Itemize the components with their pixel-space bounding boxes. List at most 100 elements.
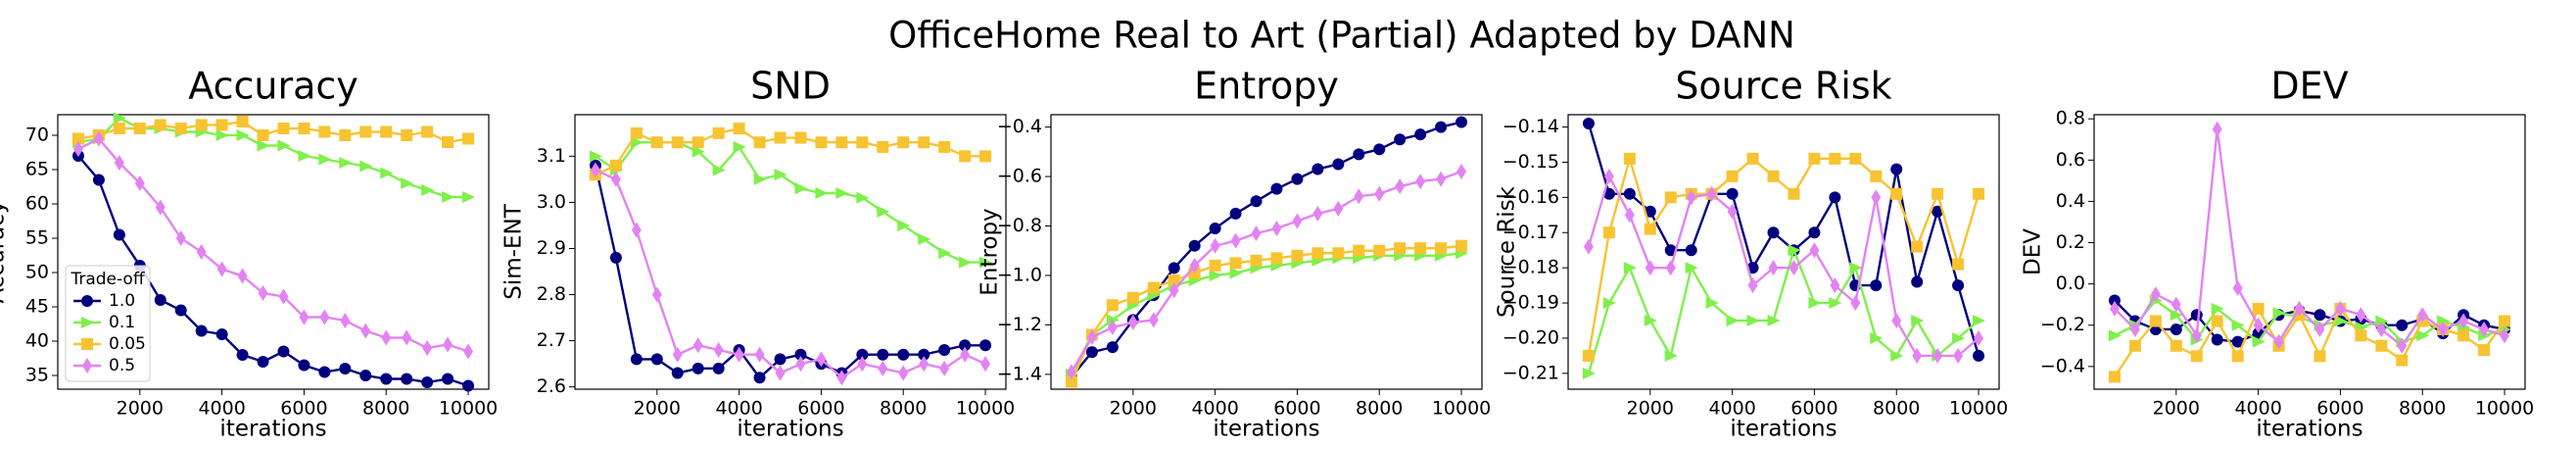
- marker: [1912, 347, 1923, 364]
- marker: [1455, 239, 1468, 252]
- marker: [1870, 279, 1883, 292]
- marker: [1644, 315, 1657, 326]
- marker: [1582, 117, 1595, 129]
- marker: [1435, 242, 1448, 255]
- y-tick-label: −0.6: [997, 166, 1042, 187]
- marker: [401, 177, 414, 189]
- marker: [1169, 282, 1179, 299]
- marker: [712, 126, 725, 139]
- chart-title: SND: [750, 65, 831, 108]
- marker: [2231, 335, 2244, 348]
- marker: [774, 131, 787, 144]
- marker: [1830, 277, 1840, 294]
- legend-label: 0.05: [109, 334, 146, 354]
- legend-label: 1.0: [109, 291, 135, 311]
- marker: [979, 256, 993, 269]
- marker: [1250, 195, 1263, 208]
- marker: [754, 346, 765, 363]
- x-tick-label: 4000: [2234, 398, 2281, 420]
- marker: [1209, 259, 1221, 272]
- marker: [1870, 170, 1883, 182]
- marker: [340, 313, 351, 328]
- marker: [401, 373, 413, 385]
- y-tick-label: −0.2: [2040, 314, 2085, 335]
- marker: [1911, 315, 1925, 326]
- marker: [2314, 309, 2326, 322]
- marker: [299, 309, 310, 325]
- plot-area: [574, 114, 1007, 390]
- series: [2109, 121, 2510, 354]
- marker: [443, 336, 453, 353]
- line: [2114, 128, 2505, 348]
- y-tick-label: 55: [25, 227, 49, 249]
- marker: [2294, 300, 2305, 317]
- marker: [835, 187, 849, 199]
- marker: [1436, 171, 1447, 187]
- x-tick-label: 10000: [1949, 398, 2008, 420]
- marker: [380, 125, 393, 138]
- marker: [918, 348, 930, 361]
- y-tick-label: 70: [25, 125, 49, 146]
- marker: [1686, 189, 1696, 206]
- marker: [2478, 344, 2491, 356]
- marker: [897, 136, 910, 149]
- marker: [1414, 128, 1427, 141]
- marker: [1291, 173, 1304, 185]
- marker: [1829, 152, 1841, 165]
- marker: [1767, 315, 1781, 326]
- marker: [113, 228, 125, 241]
- marker: [980, 356, 991, 373]
- marker: [2334, 315, 2348, 327]
- marker: [1583, 238, 1594, 255]
- marker: [794, 182, 808, 195]
- marker: [1624, 207, 1635, 224]
- marker: [2108, 329, 2122, 342]
- y-tick-label: −0.20: [1503, 326, 1559, 348]
- marker: [1849, 262, 1863, 274]
- x-tick-label: 4000: [198, 398, 245, 420]
- marker: [215, 119, 228, 131]
- marker: [815, 136, 828, 149]
- x-tick-label: 8000: [880, 398, 927, 420]
- marker: [897, 219, 911, 231]
- marker: [2314, 350, 2326, 363]
- series: [1582, 117, 1985, 362]
- x-tick-label: 8000: [362, 398, 409, 420]
- marker: [1952, 331, 1966, 344]
- y-tick-label: 3.0: [537, 191, 566, 213]
- marker: [938, 344, 951, 356]
- y-tick-label: 0.2: [2056, 231, 2085, 253]
- marker: [610, 171, 621, 187]
- y-tick-label: −0.14: [1503, 116, 1559, 137]
- marker: [318, 366, 331, 378]
- marker: [938, 140, 951, 153]
- marker: [1168, 274, 1180, 287]
- marker: [442, 136, 454, 148]
- marker: [277, 123, 290, 134]
- x-tick-label: 2000: [117, 398, 164, 420]
- figure-title: OfficeHome Real to Art (Partial) Adapted…: [888, 15, 1795, 57]
- marker: [401, 129, 413, 141]
- marker: [2170, 339, 2182, 352]
- marker: [1602, 226, 1615, 239]
- marker: [1065, 375, 1077, 388]
- marker: [1664, 244, 1677, 257]
- marker: [1727, 203, 1738, 220]
- y-tick-label: −0.8: [997, 215, 1042, 236]
- marker: [918, 233, 931, 246]
- marker: [671, 367, 684, 379]
- marker: [836, 370, 847, 386]
- marker: [134, 175, 145, 191]
- chart-title: Accuracy: [188, 65, 358, 108]
- marker: [196, 244, 207, 260]
- y-tick-label: 40: [25, 330, 49, 352]
- marker: [959, 150, 972, 163]
- marker: [918, 136, 930, 149]
- marker: [1209, 269, 1222, 281]
- marker: [463, 343, 474, 360]
- marker: [462, 191, 476, 203]
- y-axis-label: Source Risk: [1495, 185, 1520, 318]
- marker: [1229, 267, 1243, 279]
- marker: [1746, 152, 1759, 165]
- plot-area: [1567, 114, 2000, 390]
